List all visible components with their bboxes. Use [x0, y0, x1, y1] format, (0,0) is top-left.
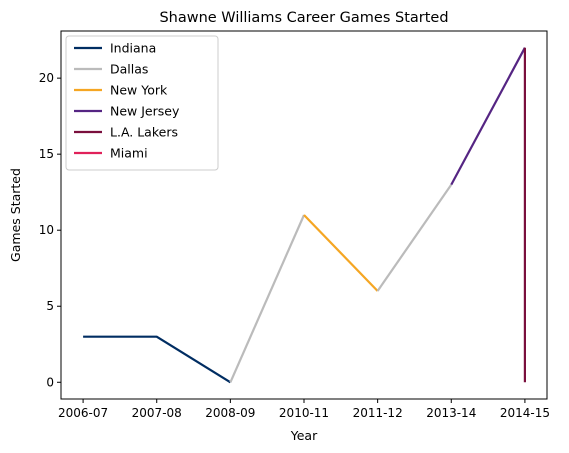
legend-box: [65, 35, 219, 171]
x-axis-label: Year: [290, 428, 318, 443]
plot-area: [83, 47, 527, 384]
x-tick-label: 2011-12: [353, 406, 403, 420]
legend-label-new-jersey: New Jersey: [110, 104, 180, 119]
x-tick-label: 2010-11: [279, 406, 329, 420]
series-line-indiana-0: [83, 335, 231, 384]
legend-label-miami: Miami: [110, 146, 148, 161]
y-tick-label: 15: [39, 147, 54, 161]
legend-label-dallas: Dallas: [110, 62, 148, 77]
x-tick-label: 2013-14: [426, 406, 476, 420]
y-axis: 0 5 10 15 20: [39, 71, 61, 389]
chart-title: Shawne Williams Career Games Started: [159, 10, 448, 26]
y-tick-label: 20: [39, 71, 54, 85]
legend: Indiana Dallas New York New Jersey L.A. Lake…: [65, 35, 219, 171]
legend-label-l-a-lakers: L.A. Lakers: [110, 125, 178, 140]
x-tick-label: 2014-15: [500, 406, 550, 420]
legend-label-new-york: New York: [110, 83, 168, 98]
y-tick-label: 10: [39, 223, 54, 237]
x-tick-label: 2008-09: [205, 406, 255, 420]
x-tick-label: 2006-07: [58, 406, 108, 420]
legend-label-indiana: Indiana: [110, 41, 156, 56]
plot-frame: [60, 30, 548, 400]
x-axis: 2006-07 2007-08 2008-09 2010-11 2011-12 2013-…: [58, 399, 550, 420]
series-line-new-york-2: [303, 214, 379, 292]
y-tick-label: 5: [46, 299, 54, 313]
series-line-dallas-3: [376, 183, 453, 292]
x-tick-label: 2007-08: [132, 406, 182, 420]
series-line-new-jersey-4: [450, 47, 526, 186]
y-tick-label: 0: [46, 375, 54, 389]
series-line-dallas-1: [229, 214, 306, 383]
y-axis-label: Games Started: [8, 168, 23, 262]
